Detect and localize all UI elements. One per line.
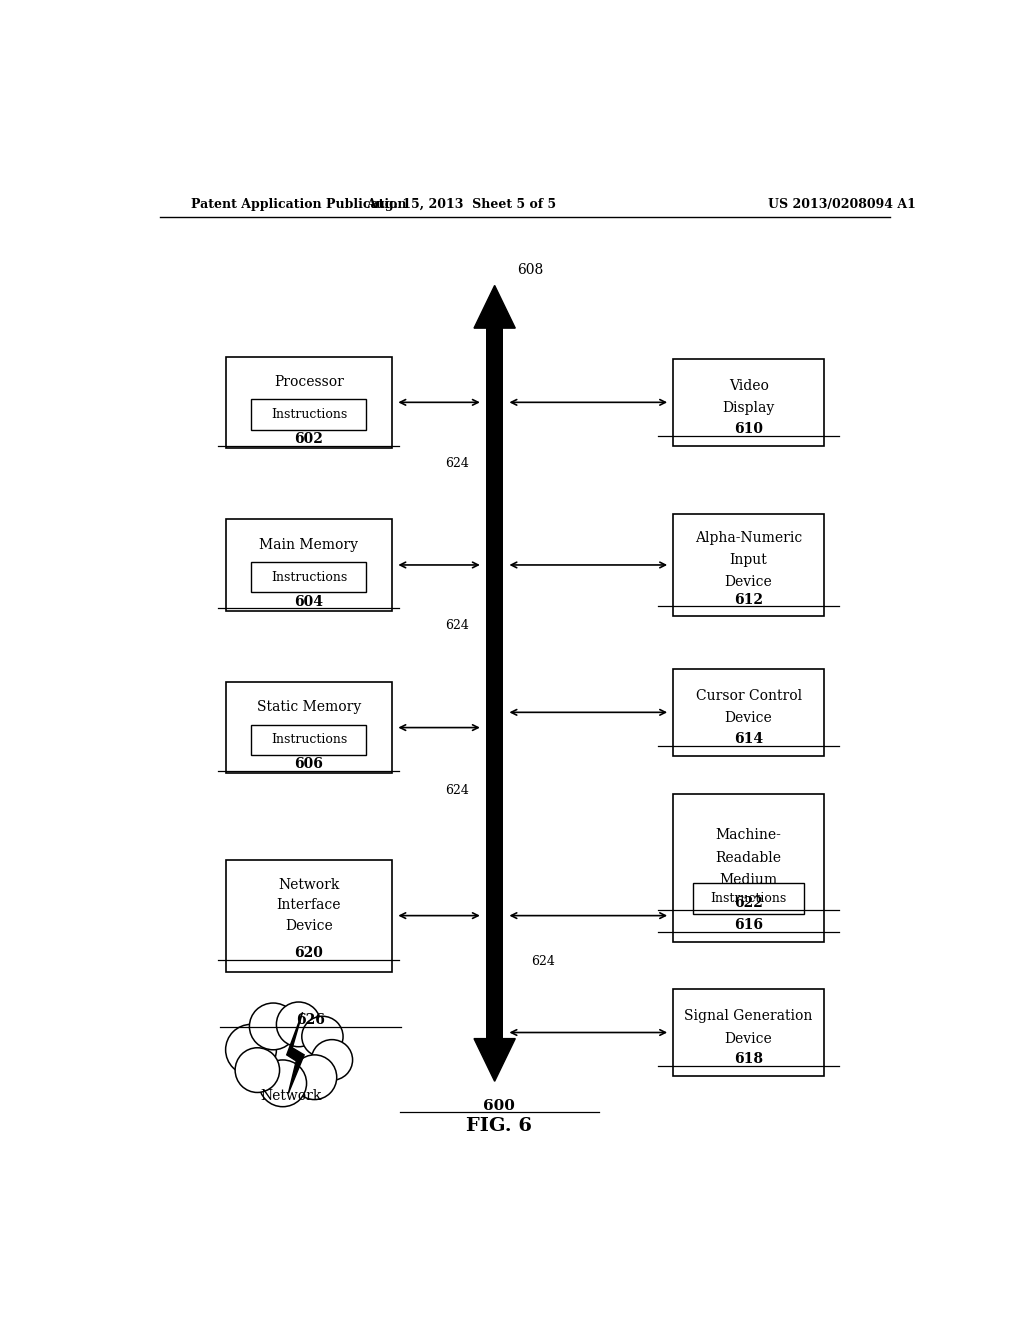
Bar <box>225 682 392 774</box>
Text: Aug. 15, 2013  Sheet 5 of 5: Aug. 15, 2013 Sheet 5 of 5 <box>367 198 556 211</box>
Bar <box>673 989 824 1076</box>
Text: 602: 602 <box>295 432 324 446</box>
Text: 608: 608 <box>517 263 543 277</box>
Text: Network: Network <box>279 878 340 892</box>
Text: 624: 624 <box>445 457 469 470</box>
Text: 622: 622 <box>734 896 763 909</box>
Text: Cursor Control: Cursor Control <box>695 689 802 704</box>
Text: Instructions: Instructions <box>270 734 347 746</box>
Text: Alpha-Numeric: Alpha-Numeric <box>695 531 802 545</box>
Text: Display: Display <box>723 401 775 416</box>
Text: 600: 600 <box>483 1098 515 1113</box>
Text: Processor: Processor <box>274 375 344 389</box>
Text: Static Memory: Static Memory <box>257 700 361 714</box>
Bar <box>225 519 392 611</box>
Text: Video: Video <box>729 379 769 393</box>
Bar <box>673 359 824 446</box>
Bar <box>673 515 824 616</box>
Text: Machine-: Machine- <box>716 829 781 842</box>
Bar <box>225 859 392 972</box>
Bar <box>486 329 504 1039</box>
Ellipse shape <box>259 1060 306 1106</box>
Ellipse shape <box>292 1055 337 1100</box>
Polygon shape <box>474 285 515 329</box>
Ellipse shape <box>236 1048 280 1093</box>
Ellipse shape <box>302 1016 343 1057</box>
Text: Main Memory: Main Memory <box>259 537 358 552</box>
Text: 624: 624 <box>445 784 469 797</box>
Text: Device: Device <box>725 1032 772 1045</box>
Ellipse shape <box>238 1014 344 1096</box>
Text: Instructions: Instructions <box>270 408 347 421</box>
Text: Network: Network <box>260 1089 322 1102</box>
Ellipse shape <box>250 1003 297 1049</box>
Text: Device: Device <box>725 711 772 726</box>
Text: Device: Device <box>725 576 772 589</box>
Polygon shape <box>287 1012 304 1093</box>
Text: FIG. 6: FIG. 6 <box>466 1117 532 1135</box>
Text: 612: 612 <box>734 593 763 606</box>
Text: 604: 604 <box>295 594 324 609</box>
Text: Instructions: Instructions <box>270 570 347 583</box>
Text: Signal Generation: Signal Generation <box>684 1010 813 1023</box>
Text: 614: 614 <box>734 733 763 746</box>
Text: 624: 624 <box>445 619 469 632</box>
Text: 620: 620 <box>295 946 324 960</box>
Text: Input: Input <box>730 553 767 566</box>
Bar <box>252 725 367 755</box>
Text: 618: 618 <box>734 1052 763 1067</box>
Bar <box>693 883 804 913</box>
Text: 616: 616 <box>734 919 763 932</box>
Text: Patent Application Publication: Patent Application Publication <box>191 198 407 211</box>
Bar <box>225 356 392 447</box>
Text: Instructions: Instructions <box>711 892 786 904</box>
Ellipse shape <box>225 1024 276 1076</box>
Text: Interface: Interface <box>276 899 341 912</box>
Text: 626: 626 <box>296 1014 325 1027</box>
Bar <box>252 562 367 593</box>
Text: 606: 606 <box>295 758 324 771</box>
Text: 624: 624 <box>531 954 555 968</box>
Text: US 2013/0208094 A1: US 2013/0208094 A1 <box>768 198 916 211</box>
Text: Readable: Readable <box>716 850 781 865</box>
Polygon shape <box>474 1039 515 1081</box>
Ellipse shape <box>311 1040 352 1080</box>
Bar <box>252 399 367 430</box>
Bar <box>673 669 824 755</box>
Text: Device: Device <box>285 919 333 933</box>
Bar <box>673 795 824 941</box>
Ellipse shape <box>276 1002 321 1047</box>
Text: 610: 610 <box>734 422 763 437</box>
Text: Medium: Medium <box>720 873 777 887</box>
